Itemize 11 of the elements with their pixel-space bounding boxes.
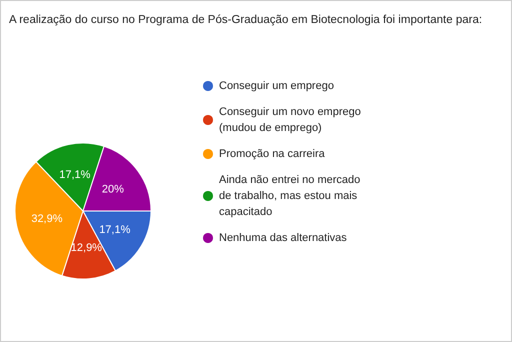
data-label: 32,9% — [31, 213, 63, 226]
data-label: 20% — [102, 183, 124, 196]
legend-label: Conseguir um novo emprego (mudou de emprego) — [219, 106, 364, 134]
data-label: 17,1% — [99, 224, 131, 236]
chart-title: A realização do curso no Programa de Pós-Graduação em Biotecnologia foi importante para: — [9, 14, 482, 26]
legend-label: Promoção na carreira — [219, 148, 326, 160]
data-label: 12,9% — [70, 242, 102, 254]
legend-label: Conseguir um emprego — [219, 80, 334, 92]
legend-label: Nenhuma das alternativas — [219, 232, 348, 244]
legend-label: Ainda não entrei no mercado de trabalho, mas estou mais capacitado — [219, 174, 364, 218]
data-label: 17,1% — [59, 168, 91, 181]
